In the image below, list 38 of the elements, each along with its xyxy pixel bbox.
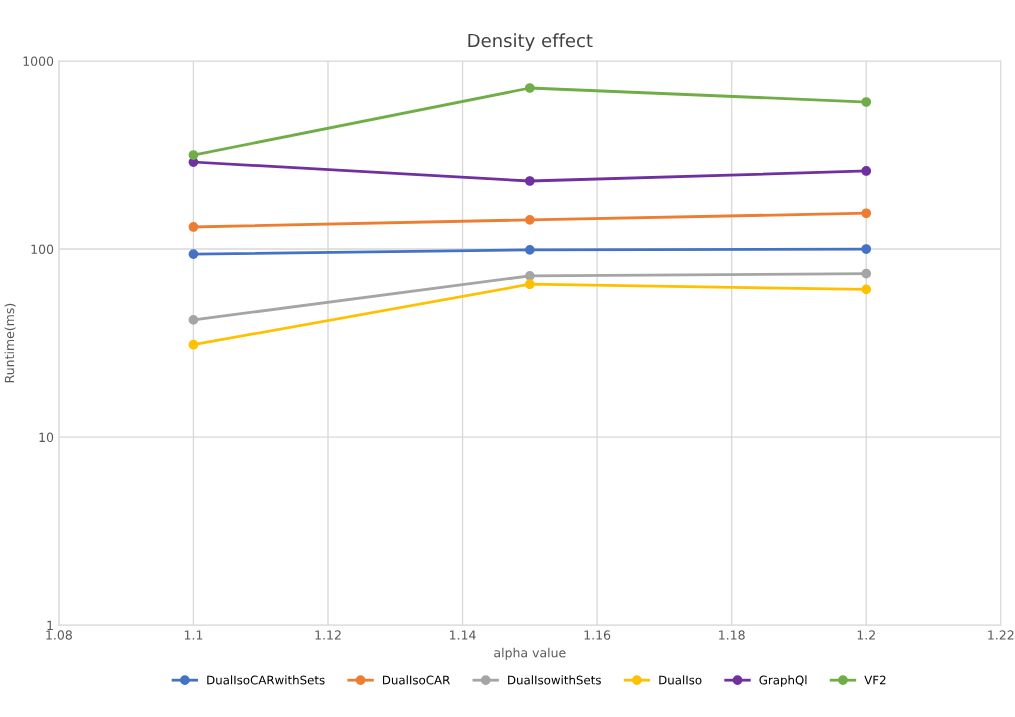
- chart-title: Density effect: [468, 33, 593, 51]
- y-tick-label: 1000: [23, 56, 54, 66]
- legend-label: GraphQl: [759, 675, 807, 687]
- x-tick-label: 1.08: [46, 630, 72, 640]
- x-tick-label: 1.2: [857, 630, 875, 640]
- point: [188, 315, 199, 325]
- point: [524, 244, 535, 255]
- point: [188, 150, 199, 160]
- point: [188, 249, 199, 259]
- legend-label: DualIsoCARwithSets: [207, 675, 325, 685]
- point: [861, 268, 872, 279]
- x-tick-label: 1.22: [988, 630, 1014, 640]
- point: [524, 176, 535, 186]
- x-tick-label: 1.18: [719, 630, 745, 640]
- legend-label: DualIsowithSets: [508, 675, 601, 685]
- point: [524, 214, 535, 225]
- y-axis-title: Runtime(ms): [4, 303, 16, 383]
- point: [861, 97, 872, 107]
- legend-label: DualIsoCAR: [382, 675, 450, 685]
- point: [524, 271, 535, 281]
- legend-label: DualIso: [659, 675, 702, 685]
- point: [861, 166, 872, 176]
- point: [524, 279, 535, 290]
- point: [861, 284, 872, 295]
- y-tick-label: 100: [31, 244, 54, 254]
- x-tick-label: 1.14: [450, 630, 476, 640]
- x-tick-label: 1.16: [584, 630, 611, 640]
- point: [188, 339, 199, 350]
- x-tick-label: 1.1: [184, 630, 203, 640]
- point: [861, 244, 872, 254]
- point: [861, 208, 872, 219]
- x-axis-title: alpha value: [494, 647, 566, 660]
- point: [188, 222, 199, 232]
- x-tick-label: 1.12: [315, 630, 341, 640]
- y-tick-label: 1: [47, 620, 53, 630]
- legend-label: VF2: [864, 675, 886, 685]
- y-tick-label: 10: [39, 432, 54, 443]
- point: [524, 83, 535, 93]
